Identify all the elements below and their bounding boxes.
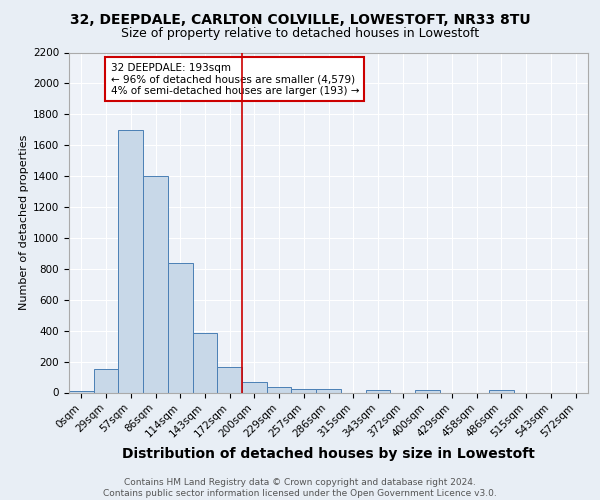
Y-axis label: Number of detached properties: Number of detached properties <box>19 135 29 310</box>
X-axis label: Distribution of detached houses by size in Lowestoft: Distribution of detached houses by size … <box>122 448 535 462</box>
Bar <box>69 391 94 392</box>
Bar <box>242 382 267 392</box>
Bar <box>217 367 242 392</box>
Text: Contains HM Land Registry data © Crown copyright and database right 2024.
Contai: Contains HM Land Registry data © Crown c… <box>103 478 497 498</box>
Bar <box>193 333 217 392</box>
Bar <box>316 390 341 392</box>
Bar <box>365 390 390 392</box>
Bar <box>143 176 168 392</box>
Text: Size of property relative to detached houses in Lowestoft: Size of property relative to detached ho… <box>121 28 479 40</box>
Text: 32 DEEPDALE: 193sqm
← 96% of detached houses are smaller (4,579)
4% of semi-deta: 32 DEEPDALE: 193sqm ← 96% of detached ho… <box>110 62 359 96</box>
Bar <box>415 390 440 392</box>
Bar <box>292 390 316 392</box>
Bar <box>168 262 193 392</box>
Bar <box>267 387 292 392</box>
Bar <box>118 130 143 392</box>
Text: 32, DEEPDALE, CARLTON COLVILLE, LOWESTOFT, NR33 8TU: 32, DEEPDALE, CARLTON COLVILLE, LOWESTOF… <box>70 12 530 26</box>
Bar <box>94 370 118 392</box>
Bar <box>489 390 514 392</box>
